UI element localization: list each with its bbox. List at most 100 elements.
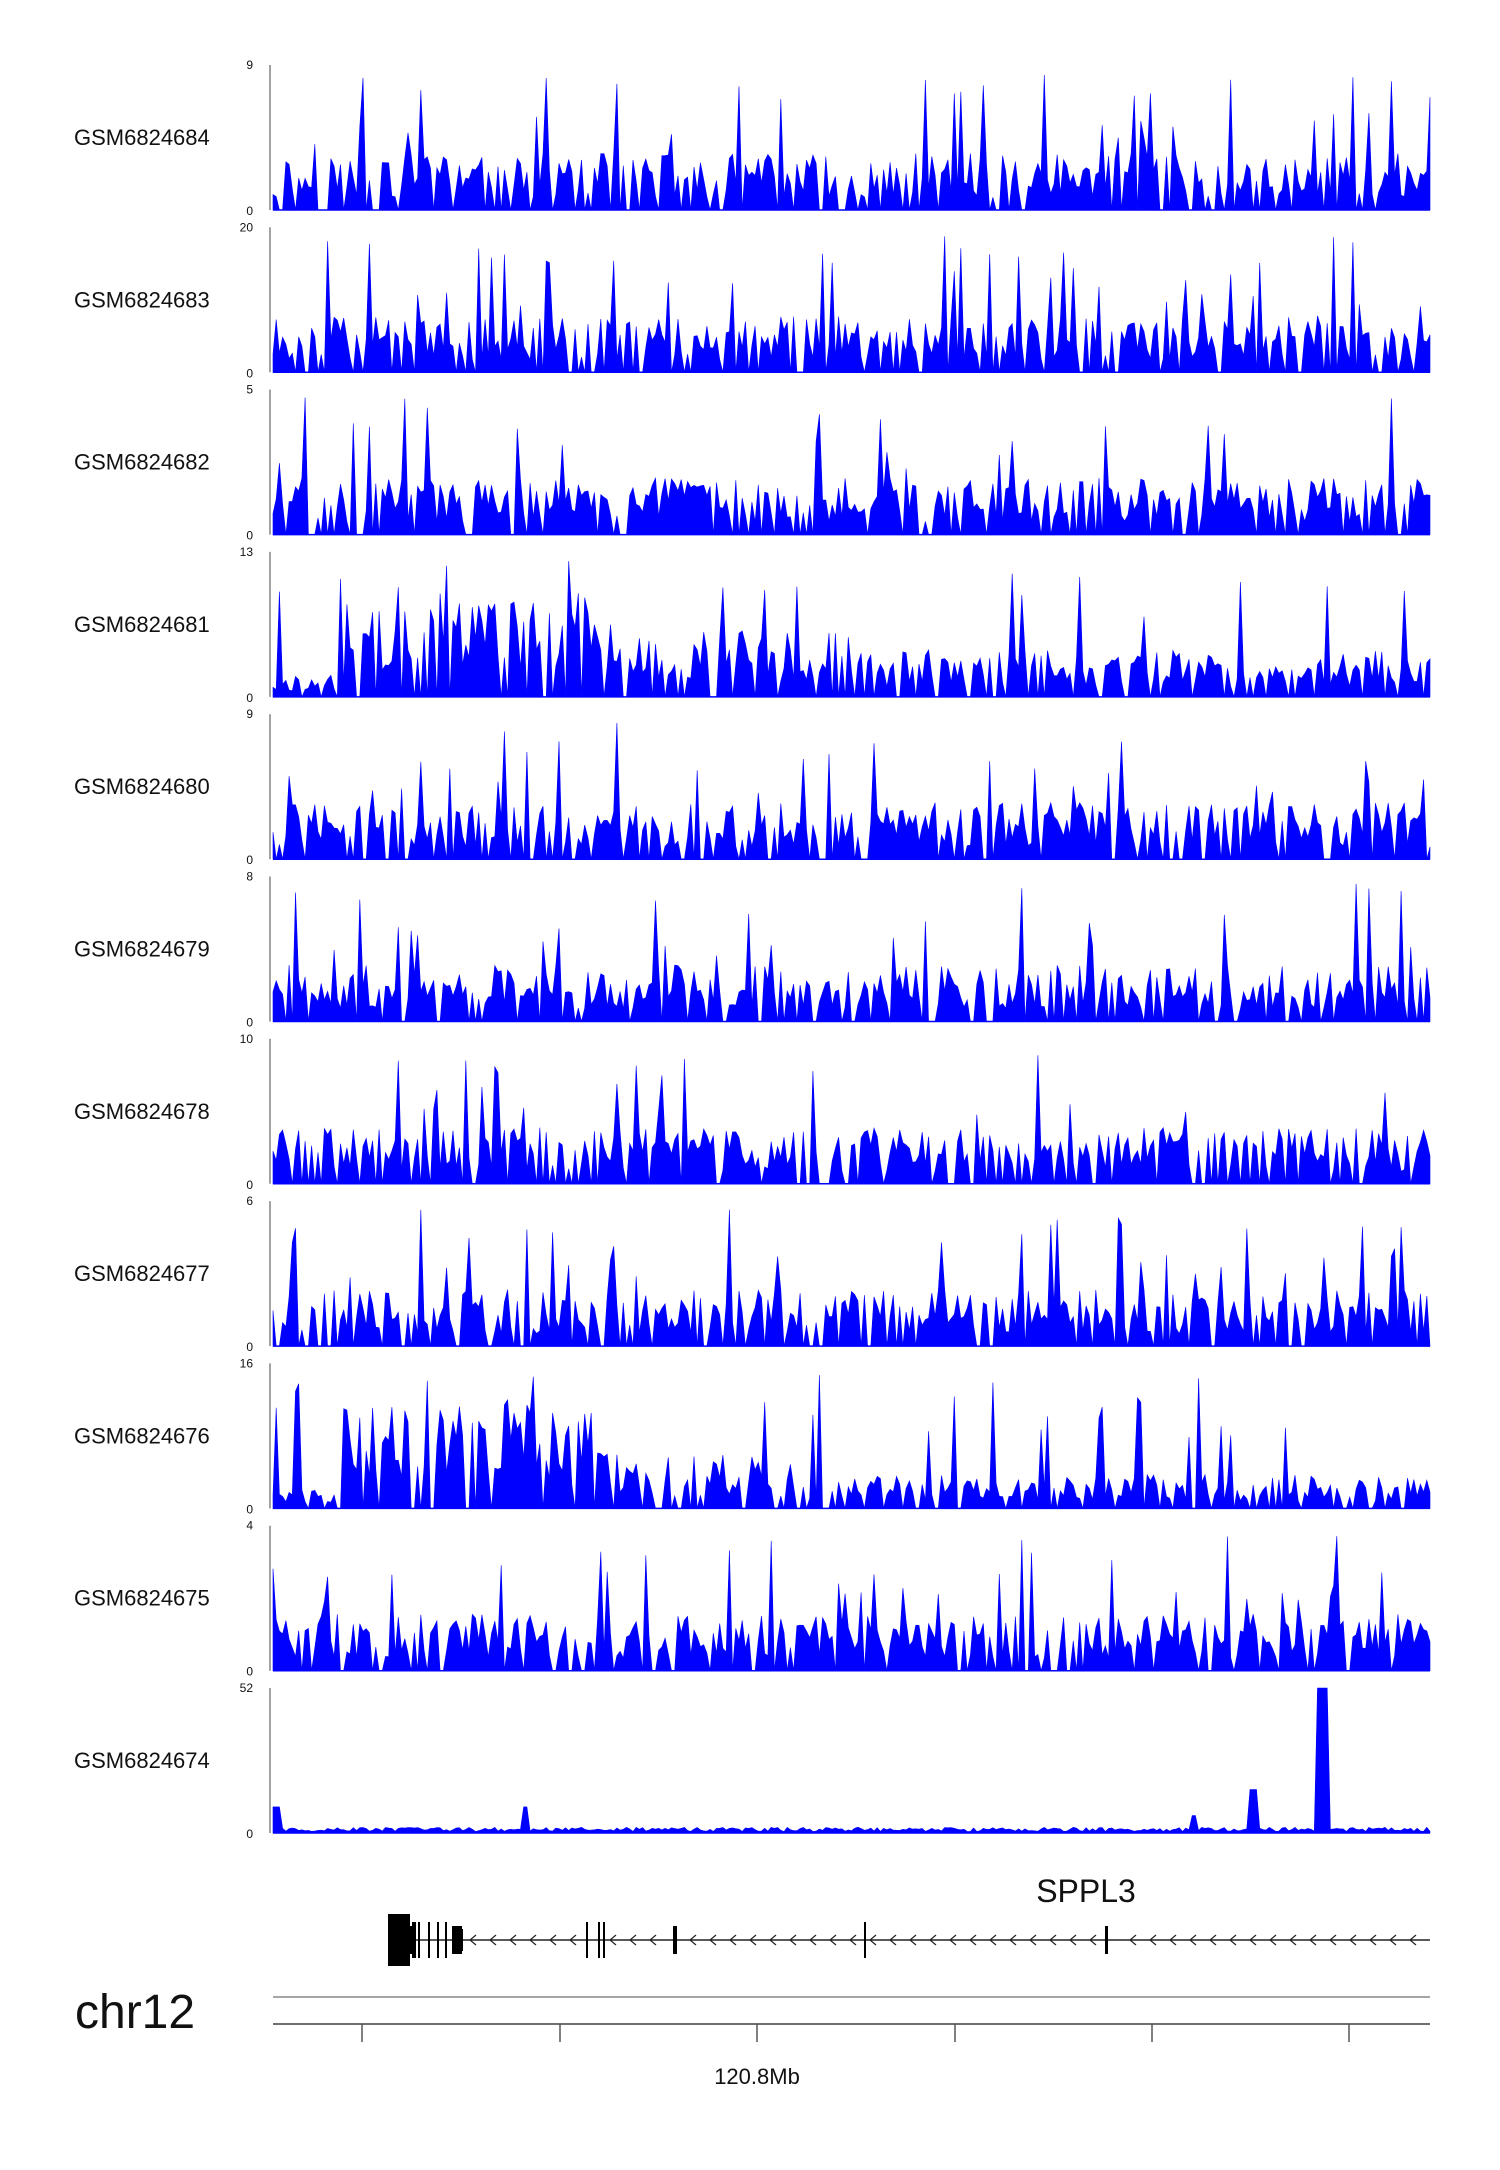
gene-track: SPPL3: [388, 1873, 1430, 1966]
track-signal: [272, 561, 1431, 698]
track-ymin-label: 0: [246, 1827, 253, 1841]
gene-exon: [428, 1922, 430, 1958]
track-GSM6824683: GSM6824683 20 0: [74, 220, 1431, 380]
gene-exon: [437, 1922, 439, 1958]
strand-arrow: [469, 1934, 477, 1946]
track-ymax-label: 20: [240, 220, 254, 234]
strand-arrow: [1149, 1934, 1157, 1946]
x-ticks: [361, 2024, 1350, 2042]
strand-arrow: [629, 1934, 637, 1946]
track-ymin-label: 0: [246, 529, 253, 543]
strand-arrow: [549, 1934, 557, 1946]
track-label: GSM6824682: [74, 450, 210, 475]
strand-arrow: [1069, 1934, 1077, 1946]
track-label: GSM6824681: [74, 612, 210, 637]
track-ymax-label: 10: [240, 1032, 254, 1046]
strand-arrow: [609, 1934, 617, 1946]
gene-name-label: SPPL3: [1036, 1873, 1136, 1909]
track-signal: [272, 883, 1431, 1022]
track-signal: [272, 236, 1431, 373]
track-label: GSM6824678: [74, 1099, 210, 1124]
track-ymax-label: 6: [246, 1194, 253, 1208]
strand-arrow: [749, 1934, 757, 1946]
track-label: GSM6824674: [74, 1748, 210, 1773]
track-ymax-label: 52: [240, 1681, 254, 1695]
gene-exon: [673, 1926, 677, 1954]
strand-arrow: [1329, 1934, 1337, 1946]
track-ymin-label: 0: [246, 366, 253, 380]
strand-arrow: [729, 1934, 737, 1946]
strand-arrow: [1229, 1934, 1237, 1946]
track-GSM6824680: GSM6824680 9 0: [74, 707, 1431, 867]
strand-arrow: [1089, 1934, 1097, 1946]
track-GSM6824682: GSM6824682 5 0: [74, 383, 1431, 543]
strand-arrow: [1289, 1934, 1297, 1946]
strand-arrow: [1409, 1934, 1417, 1946]
track-ymin-label: 0: [246, 204, 253, 218]
track-ymin-label: 0: [246, 1016, 253, 1030]
track-ymax-label: 5: [246, 383, 253, 397]
gene-exon: [1105, 1926, 1108, 1954]
track-label: GSM6824683: [74, 287, 210, 312]
strand-arrow: [1369, 1934, 1377, 1946]
track-label: GSM6824679: [74, 937, 210, 962]
chromosome-track: chr12: [75, 1986, 1430, 2039]
strand-arrow: [1309, 1934, 1317, 1946]
track-GSM6824675: GSM6824675 4 0: [74, 1519, 1431, 1679]
strand-arrow: [1349, 1934, 1357, 1946]
chromosome-label: chr12: [75, 1986, 195, 2039]
strand-arrow: [529, 1934, 537, 1946]
strand-arrow: [689, 1934, 697, 1946]
gene-exon: [586, 1922, 588, 1958]
strand-arrow: [909, 1934, 917, 1946]
gene-exon: [412, 1922, 416, 1958]
track-ymin-label: 0: [246, 1178, 253, 1192]
strand-arrow: [489, 1934, 497, 1946]
track-label: GSM6824684: [74, 125, 210, 150]
track-label: GSM6824680: [74, 774, 210, 799]
track-GSM6824674: GSM6824674 52 0: [74, 1681, 1431, 1841]
track-ymax-label: 13: [240, 545, 254, 559]
strand-arrow: [1009, 1934, 1017, 1946]
track-signal: [272, 74, 1431, 211]
strand-arrow: [989, 1934, 997, 1946]
track-GSM6824678: GSM6824678 10 0: [74, 1032, 1431, 1192]
gene-exon: [598, 1922, 600, 1958]
strand-arrow: [569, 1934, 577, 1946]
track-GSM6824676: GSM6824676 16 0: [74, 1356, 1431, 1516]
strand-arrow: [1029, 1934, 1037, 1946]
strand-arrow: [809, 1934, 817, 1946]
strand-arrow: [1049, 1934, 1057, 1946]
track-signal: [272, 1209, 1431, 1347]
track-GSM6824677: GSM6824677 6 0: [74, 1194, 1431, 1354]
strand-arrow: [1249, 1934, 1257, 1946]
strand-arrow: [969, 1934, 977, 1946]
strand-arrow: [709, 1934, 717, 1946]
track-GSM6824681: GSM6824681 13 0: [74, 545, 1431, 705]
track-GSM6824684: GSM6824684 9 0: [74, 58, 1431, 218]
track-ymax-label: 16: [240, 1356, 254, 1370]
strand-arrow: [1209, 1934, 1217, 1946]
track-signal: [272, 1536, 1431, 1671]
gene-exon: [452, 1929, 463, 1951]
gene-exon: [418, 1922, 420, 1958]
track-ymin-label: 0: [246, 853, 253, 867]
track-label: GSM6824677: [74, 1261, 210, 1286]
strand-arrow: [509, 1934, 517, 1946]
track-signal: [272, 722, 1431, 860]
strand-arrow: [1169, 1934, 1177, 1946]
x-tick-label: 120.8Mb: [714, 2064, 800, 2089]
track-signal: [272, 1687, 1431, 1834]
strand-arrow: [649, 1934, 657, 1946]
strand-arrow: [929, 1934, 937, 1946]
strand-arrow: [789, 1934, 797, 1946]
gene-exon: [603, 1922, 605, 1958]
genomic-axis: 120.8Mb: [273, 2023, 1430, 2089]
strand-arrow: [829, 1934, 837, 1946]
track-signal: [272, 1375, 1431, 1510]
track-ymin-label: 0: [246, 1502, 253, 1516]
gene-exon: [445, 1922, 447, 1958]
track-label: GSM6824675: [74, 1586, 210, 1611]
track-ymax-label: 4: [246, 1519, 253, 1533]
